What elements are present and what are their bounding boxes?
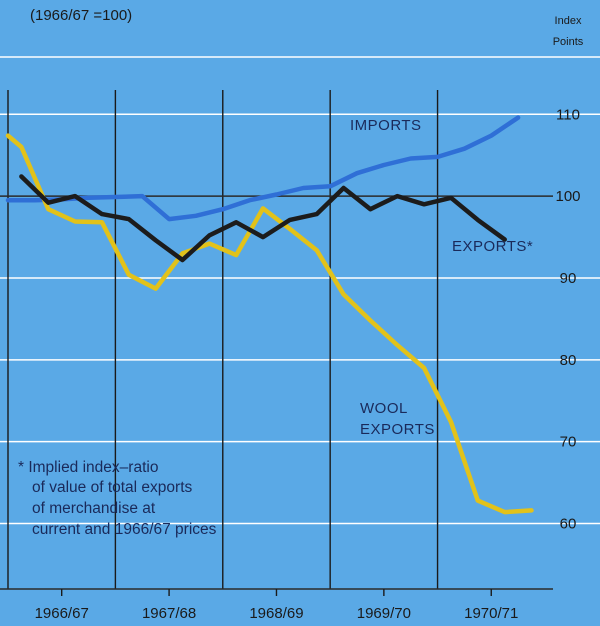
series-lines <box>5 115 534 515</box>
y-axis-unit-line-2: Points <box>553 36 584 48</box>
imports-label: IMPORTS <box>350 117 422 134</box>
y-tick-80: 80 <box>560 352 577 369</box>
wool-exports-label-line-1: WOOL <box>360 400 408 417</box>
footnote-line-4: current and 1966/67 prices <box>32 521 217 538</box>
y-tick-100: 100 <box>555 188 580 205</box>
base-note: (1966/67 =100) <box>30 7 132 24</box>
footnote-line-1: * Implied index–ratio <box>18 459 158 476</box>
y-tick-90: 90 <box>560 270 577 287</box>
exports-label: EXPORTS* <box>452 238 533 255</box>
x-tick-2: 1968/69 <box>249 605 303 622</box>
footnote-line-2: of value of total exports <box>32 479 193 496</box>
y-tick-110: 110 <box>556 106 580 123</box>
x-tick-3: 1969/70 <box>357 605 411 622</box>
series-line-exports <box>19 174 507 263</box>
y-tick-labels: 60 70 80 90 100 110 <box>555 106 580 532</box>
series-line-wool-exports <box>5 133 534 515</box>
vertical-gridlines <box>7 90 439 589</box>
x-tick-0: 1966/67 <box>35 605 89 622</box>
footnote-line-3: of merchandise at <box>32 500 156 517</box>
series-line-imports <box>5 115 521 222</box>
y-tick-60: 60 <box>560 516 577 533</box>
x-tick-4: 1970/71 <box>464 605 518 622</box>
x-tick-1: 1967/68 <box>142 605 196 622</box>
y-axis-unit-line-1: Index <box>555 15 582 27</box>
horizontal-gridlines <box>0 56 600 525</box>
wool-exports-label-line-2: EXPORTS <box>360 421 435 438</box>
y-tick-70: 70 <box>560 434 577 451</box>
x-tick-labels: 1966/67 1967/68 1968/69 1969/70 1970/71 <box>35 589 518 622</box>
